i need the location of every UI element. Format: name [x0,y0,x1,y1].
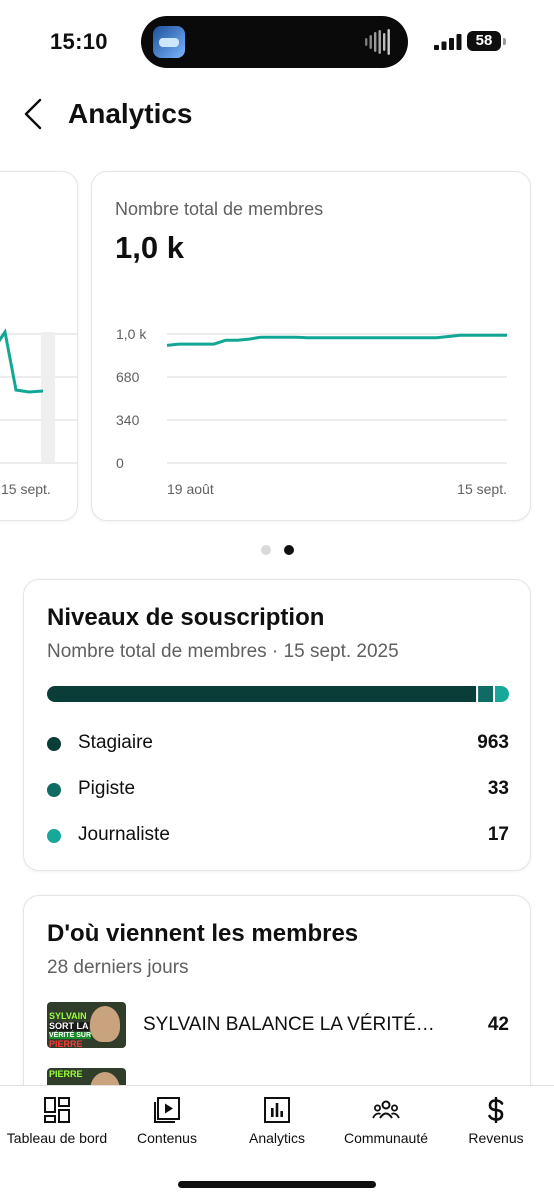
cellular-signal-icon [434,34,462,50]
tier-color-dot [47,783,61,797]
subscription-levels-card: Niveaux de souscription Nombre total de … [23,579,531,871]
dynamic-island[interactable] [141,16,408,68]
nav-analytics[interactable]: Analytics [228,1086,326,1156]
page-dot-2[interactable] [284,545,294,555]
battery-icon: 58 [467,31,507,51]
nav-label: Communauté [343,1130,429,1146]
tier-row-stagiaire[interactable]: Stagiaire 963 [47,729,509,759]
y-tick-label: 340 [116,412,140,428]
thumbnail-face [90,1006,120,1042]
members-series-line [166,333,507,347]
total-members-line-chart: 1,0 k 680 340 0 19 août 15 sept. [116,326,507,497]
content-icon [154,1097,180,1123]
tier-row-journaliste[interactable]: Journaliste 17 [47,821,509,851]
live-activity-app-icon [153,26,185,58]
y-tick-label: 0 [116,455,124,471]
video-thumbnail: SYLVAIN SORT LA VÉRITÉ SUR PIERRE [47,1002,126,1048]
nav-revenue[interactable]: Revenus [446,1086,546,1156]
carousel-card-total-members[interactable]: Nombre total de membres 1,0 k 1,0 k 680 34… [91,171,531,521]
y-tick-label: 680 [116,369,140,385]
thumbnail-text: PIERRE [49,1039,83,1049]
x-tick-label: 15 sept. [457,481,507,497]
tier-row-pigiste[interactable]: Pigiste 33 [47,775,509,805]
tier-color-dot [47,829,61,843]
nav-label: Analytics [248,1130,306,1146]
nav-dashboard[interactable]: Tableau de bord [0,1086,114,1156]
source-value: 42 [487,1014,509,1035]
section-subtitle: 28 derniers jours [47,957,189,978]
home-indicator [178,1181,376,1188]
tier-distribution-bar [47,686,509,702]
metric-value: 1,0 k [115,230,184,265]
back-chevron-icon[interactable] [18,96,50,132]
nav-label: Contenus [137,1130,197,1146]
x-tick-label: 19 août [167,481,214,497]
y-tick-label: 1,0 k [116,326,147,342]
source-row[interactable]: SYLVAIN SORT LA VÉRITÉ SUR PIERRE SYLVAI… [47,1002,509,1050]
tier-value: 33 [487,778,509,799]
dashboard-icon [44,1097,70,1123]
nav-label: Revenus [468,1130,524,1146]
community-icon [372,1100,400,1119]
tier-value: 963 [477,732,509,753]
battery-tip [503,38,506,45]
nav-community[interactable]: Communauté [334,1086,438,1156]
previous-x-label: 15 sept. [1,481,51,497]
audio-waveform-icon [365,29,390,55]
bottom-navigation: Tableau de bord Contenus Analytics Commu… [0,1085,554,1200]
thumbnail-text: PIERRE [49,1069,83,1079]
tier-name: Pigiste [78,778,136,799]
section-title: D'où viennent les membres [47,920,359,947]
carousel-page-indicator [0,545,554,555]
tier-value: 17 [487,824,509,845]
thumbnail-text: SORT LA [49,1021,89,1031]
thumbnail-text: SYLVAIN [49,1011,87,1021]
header: Analytics [0,84,554,144]
tier-segment [47,686,477,702]
carousel-card-previous[interactable]: 15 sept. [0,171,78,521]
nav-content[interactable]: Contenus [118,1086,216,1156]
tier-name: Journaliste [78,824,170,845]
page-title: Analytics [68,98,193,129]
page-dot-1[interactable] [261,545,271,555]
tier-segment [478,686,493,702]
tier-name: Stagiaire [78,732,153,753]
tier-color-dot [47,737,61,751]
status-time: 15:10 [50,29,108,54]
status-bar: 15:10 58 [0,0,554,84]
battery-level: 58 [467,31,501,51]
dollar-icon [488,1097,504,1123]
section-title: Niveaux de souscription [47,604,325,631]
tier-segment [495,686,509,702]
section-subtitle: Nombre total de membres · 15 sept. 2025 [47,641,399,662]
metric-label: Nombre total de membres [115,199,324,219]
nav-label: Tableau de bord [6,1130,108,1146]
analytics-icon [264,1097,290,1123]
thumbnail-text: VÉRITÉ SUR [49,1032,92,1039]
previous-card-chart: 15 sept. [0,328,77,497]
source-title: SYLVAIN BALANCE LA VÉRITÉ… [143,1014,435,1035]
